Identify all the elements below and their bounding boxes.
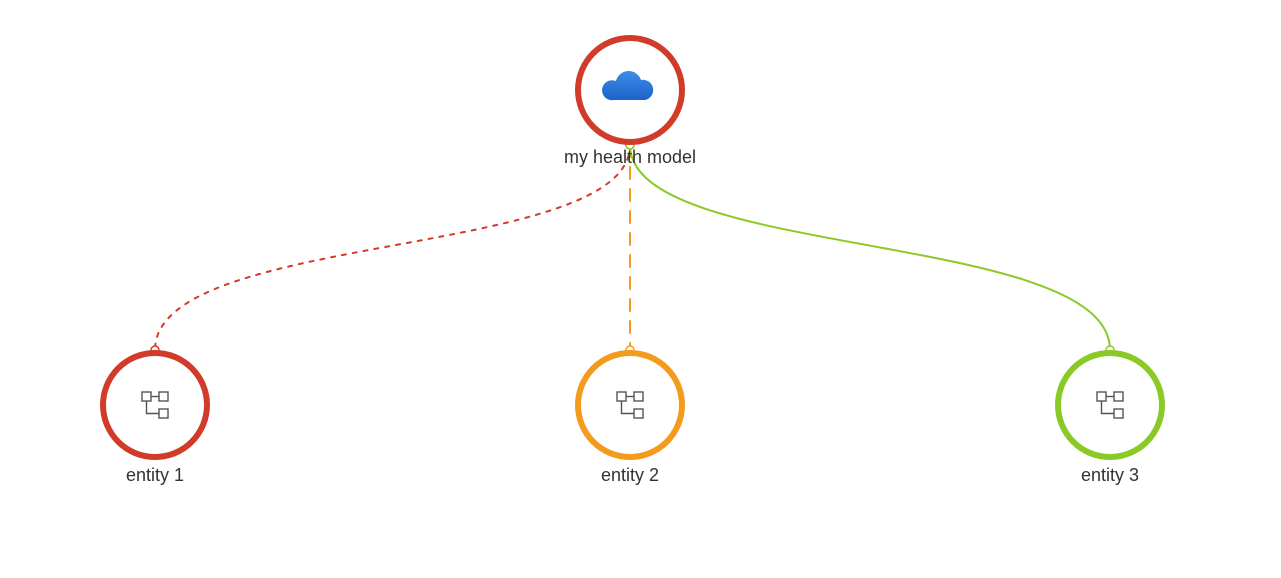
nodes-layer: my health model entity 1 entity 2 entity 3 — [100, 35, 1165, 485]
root-label: my health model — [564, 147, 696, 167]
root-node[interactable] — [575, 35, 685, 145]
node-inner — [106, 356, 204, 454]
edge-root-e3: M 630 145 C 630 260, 1110 230, 1110 350 — [630, 145, 1110, 350]
entity-label: entity 3 — [1081, 465, 1139, 485]
health-model-diagram: M 630 145 C 630 260, 155 230, 155 350M 6… — [0, 0, 1281, 578]
node-inner — [1061, 356, 1159, 454]
edges-layer: M 630 145 C 630 260, 155 230, 155 350M 6… — [151, 141, 1114, 354]
entity-label: entity 2 — [601, 465, 659, 485]
entity-node-e3[interactable] — [1055, 350, 1165, 460]
entity-node-e1[interactable] — [100, 350, 210, 460]
node-inner — [581, 356, 679, 454]
entity-node-e2[interactable] — [575, 350, 685, 460]
edge-root-e1: M 630 145 C 630 260, 155 230, 155 350 — [155, 145, 630, 350]
entity-label: entity 1 — [126, 465, 184, 485]
